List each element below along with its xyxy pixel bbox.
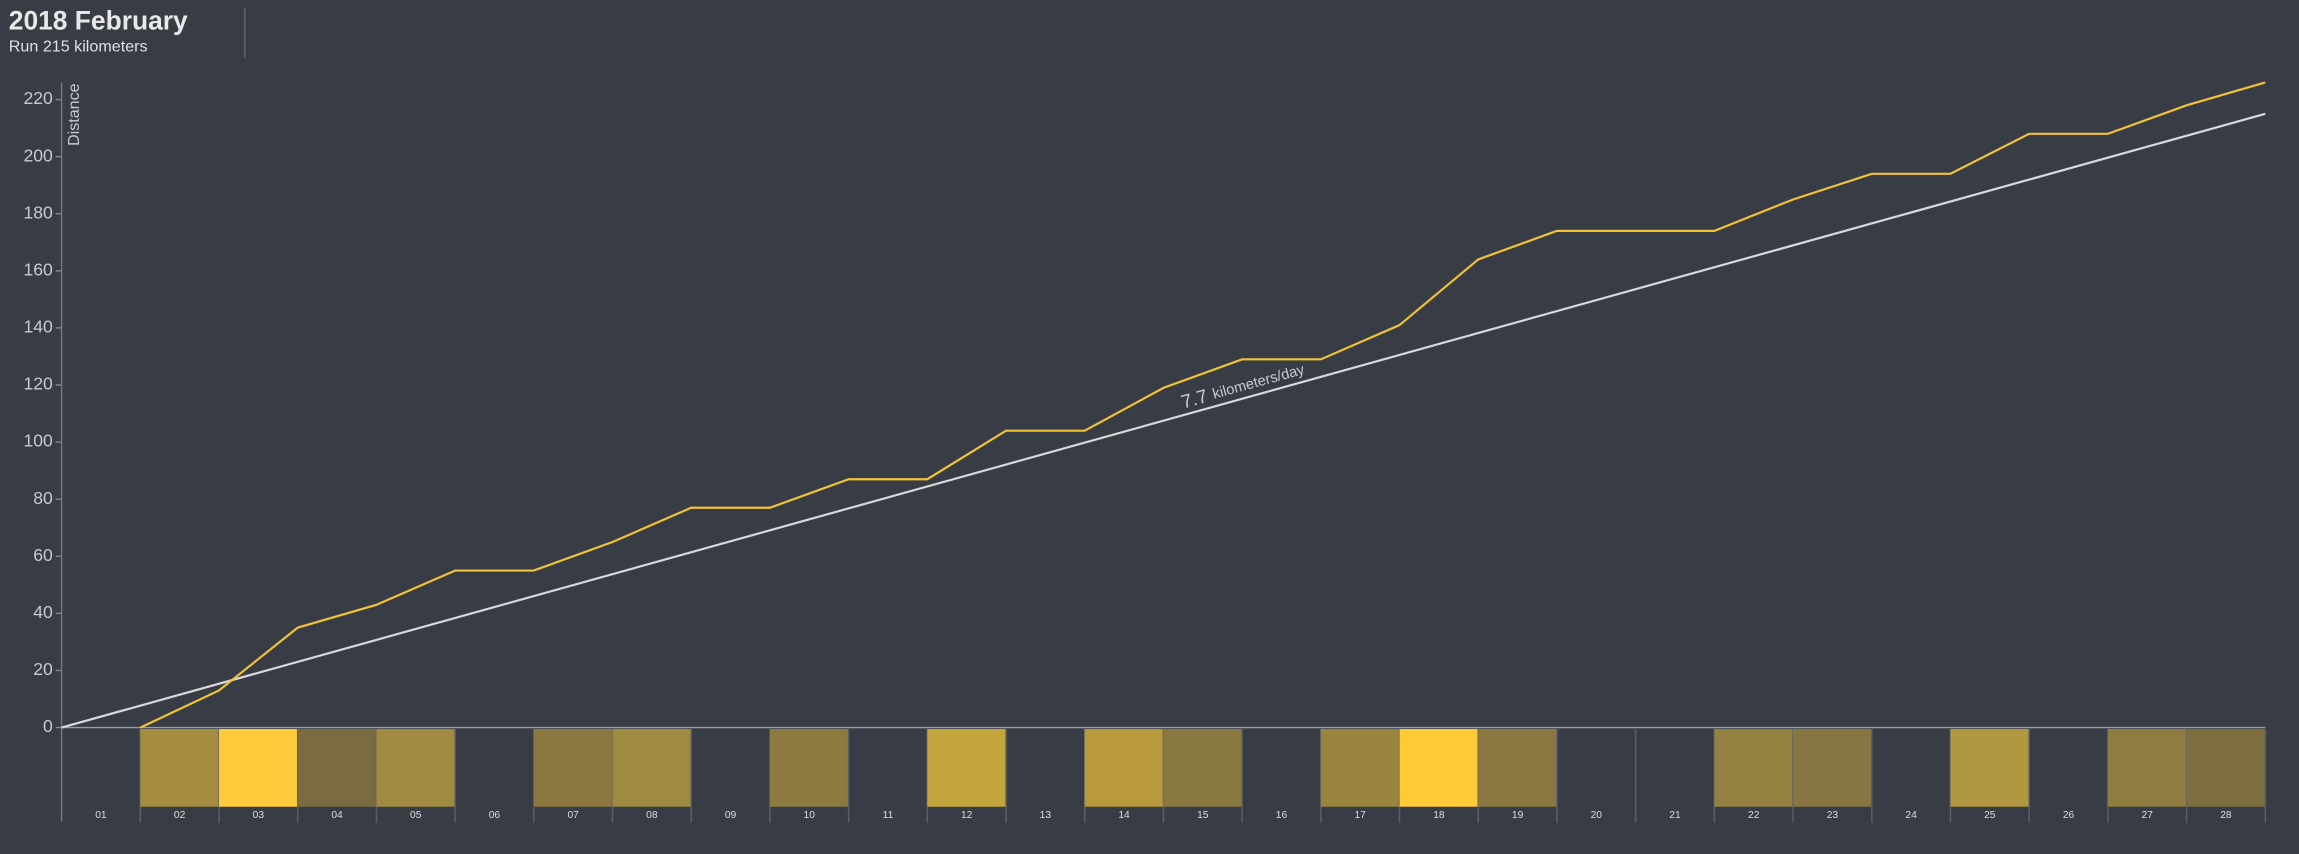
y-tick-label: 0 — [43, 716, 53, 736]
day-cell — [612, 729, 692, 807]
x-tick-label: 15 — [1197, 810, 1209, 821]
y-tick-label: 80 — [33, 488, 53, 508]
x-tick-label: 06 — [489, 810, 501, 821]
day-cell — [140, 729, 219, 807]
day-cell — [1163, 729, 1243, 807]
x-tick-label: 27 — [2142, 810, 2154, 821]
x-tick-label: 21 — [1669, 810, 1681, 821]
y-tick-label: 220 — [23, 88, 53, 108]
x-tick-label: 19 — [1512, 810, 1524, 821]
y-tick-label: 20 — [33, 659, 53, 679]
chart-subtitle: Run 215 kilometers — [9, 38, 148, 56]
x-tick-label: 13 — [1040, 810, 1052, 821]
x-tick-label: 04 — [331, 810, 343, 821]
x-tick-label: 01 — [95, 810, 107, 821]
day-cell — [218, 729, 298, 807]
x-tick-label: 23 — [1827, 810, 1839, 821]
x-tick-label: 16 — [1276, 810, 1288, 821]
day-cell — [1714, 729, 1794, 807]
chart-title: 2018 February — [9, 5, 188, 35]
x-tick-label: 08 — [646, 810, 658, 821]
day-cell — [1950, 729, 2030, 807]
day-cell — [1478, 729, 1557, 807]
day-cell — [1793, 729, 1872, 807]
x-tick-label: 09 — [725, 810, 737, 821]
x-tick-label: 18 — [1433, 810, 1445, 821]
x-tick-label: 26 — [2063, 810, 2075, 821]
day-cell — [2107, 729, 2187, 807]
y-tick-label: 160 — [23, 259, 53, 279]
x-tick-label: 11 — [883, 810, 894, 821]
day-cell — [533, 729, 613, 807]
day-cell — [297, 729, 377, 807]
y-tick-label: 140 — [23, 317, 53, 337]
day-cell — [769, 729, 849, 807]
day-cell — [376, 729, 456, 807]
x-tick-label: 10 — [804, 810, 816, 821]
line — [61, 112, 2266, 729]
y-tick-label: 120 — [23, 374, 53, 394]
day-cell — [1084, 729, 1164, 807]
x-tick-label: 14 — [1118, 810, 1130, 821]
x-tick-label: 22 — [1748, 810, 1760, 821]
x-tick-label: 28 — [2220, 810, 2232, 821]
y-tick-label: 100 — [23, 431, 53, 451]
line — [139, 81, 2266, 729]
y-tick-label: 200 — [23, 145, 53, 165]
y-tick-label: 40 — [33, 602, 53, 622]
y-tick-label: 60 — [33, 545, 53, 565]
x-tick-label: 20 — [1591, 810, 1603, 821]
x-tick-label: 25 — [1984, 810, 1996, 821]
x-tick-label: 02 — [174, 810, 186, 821]
day-cell — [927, 729, 1007, 807]
x-tick-label: 07 — [567, 810, 579, 821]
y-axis-label: Distance — [65, 83, 83, 146]
x-tick-label: 17 — [1354, 810, 1366, 821]
x-tick-label: 03 — [253, 810, 265, 821]
x-tick-label: 12 — [961, 810, 973, 821]
day-cell — [2186, 729, 2266, 807]
day-cell — [1399, 729, 1479, 807]
x-tick-label: 05 — [410, 810, 422, 821]
y-tick-label: 180 — [23, 202, 53, 222]
day-cell — [1320, 729, 1400, 807]
x-tick-label: 24 — [1905, 810, 1917, 821]
